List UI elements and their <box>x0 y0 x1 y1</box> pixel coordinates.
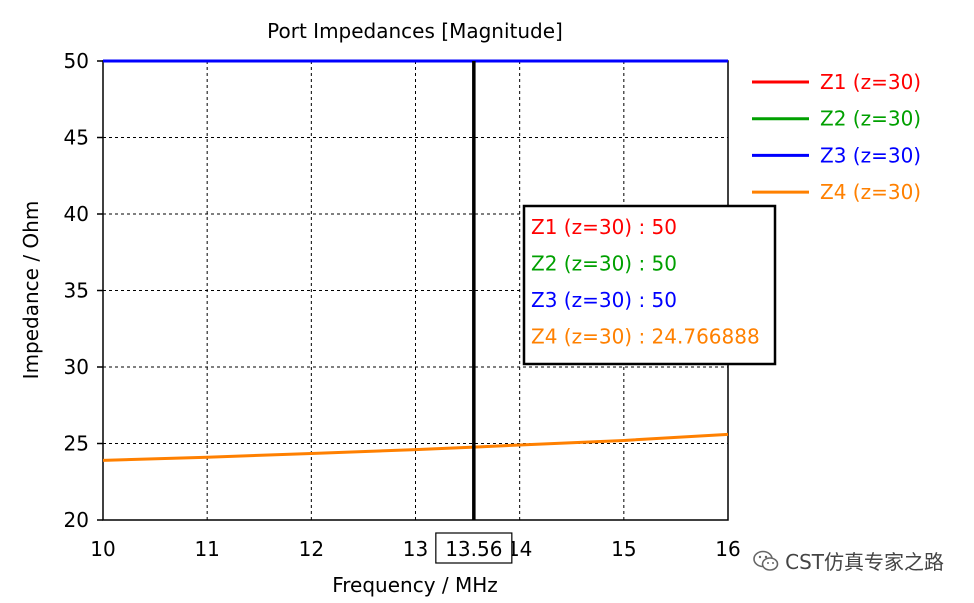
series-line <box>102 432 729 462</box>
y-tick-label: 25 <box>64 432 89 456</box>
legend-label: Z2 (z=30) <box>820 107 921 131</box>
x-tick-label: 10 <box>90 537 115 561</box>
marker-x-label: 13.56 <box>445 537 502 561</box>
marker-readout-line: Z4 (z=30) : 24.766888 <box>531 325 760 349</box>
legend-label: Z4 (z=30) <box>820 180 921 204</box>
x-tick-label: 11 <box>194 537 219 561</box>
y-tick-label: 30 <box>64 355 89 379</box>
marker-readout-box <box>522 204 777 366</box>
y-axis-label: Impedance / Ohm <box>19 201 43 380</box>
marker-readout-line: Z1 (z=30) : 50 <box>531 215 677 239</box>
marker-x-box <box>435 532 513 564</box>
x-tick-label: 12 <box>299 537 324 561</box>
marker-readout-line: Z3 (z=30) : 50 <box>531 288 677 312</box>
x-axis-label: Frequency / MHz <box>332 573 498 597</box>
wechat-icon <box>753 550 779 571</box>
y-tick-label: 50 <box>64 49 89 73</box>
x-tick-label: 15 <box>611 537 636 561</box>
y-tick-label: 20 <box>64 508 89 532</box>
x-tick-label: 13 <box>403 537 428 561</box>
y-tick-label: 35 <box>64 279 89 303</box>
marker-readout-line: Z2 (z=30) : 50 <box>531 252 677 276</box>
x-tick-label: 16 <box>715 537 740 561</box>
y-tick-label: 40 <box>64 202 89 226</box>
y-tick-label: 45 <box>64 126 89 150</box>
legend-label: Z3 (z=30) <box>820 143 921 167</box>
watermark-text: CST仿真专家之路 <box>785 550 944 574</box>
chart-title: Port Impedances [Magnitude] <box>267 19 563 43</box>
watermark: CST仿真专家之路 <box>753 546 944 575</box>
legend-label: Z1 (z=30) <box>820 70 921 94</box>
